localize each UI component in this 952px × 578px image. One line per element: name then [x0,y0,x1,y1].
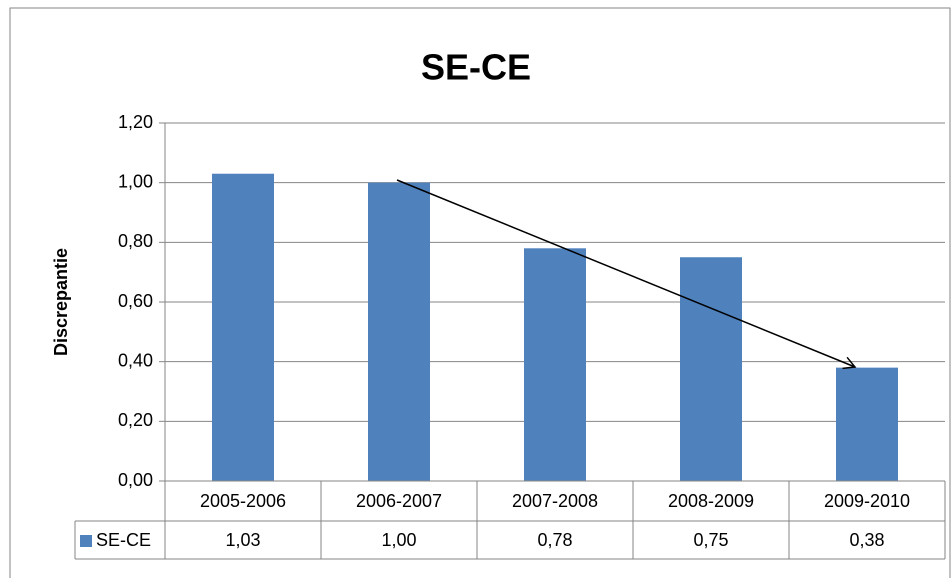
data-table-value: 0,75 [693,530,728,550]
legend-label: SE-CE [96,530,151,550]
y-axis-label: Discrepantie [51,248,71,356]
y-tick-label: 0,20 [118,410,153,430]
trend-arrow [396,179,857,370]
plot: 0,00 0,20 0,40 0,60 0,80 1,00 1,20 2005-2006 200… [74,112,946,560]
chart-border [9,7,951,578]
y-tick-label: 1,00 [118,171,153,191]
data-table-value: 1,03 [225,530,260,550]
y-tick-label: 0,40 [118,350,153,370]
bar [836,367,898,481]
bar [524,248,586,481]
chart-title: SE-CE [421,47,531,88]
y-tick-label: 1,20 [118,112,153,132]
x-tick-label: 2007-2008 [512,491,598,511]
y-tick-label: 0,00 [118,470,153,490]
data-table-value: 0,78 [537,530,572,550]
y-tick-label: 0,80 [118,231,153,251]
data-table-value: 1,00 [381,530,416,550]
data-table-value: 0,38 [849,530,884,550]
bar [368,182,430,481]
x-tick-label: 2006-2007 [356,491,442,511]
legend-swatch [80,535,92,547]
x-tick-label: 2005-2006 [200,491,286,511]
x-tick-label: 2009-2010 [824,491,910,511]
y-tick-label: 0,60 [118,291,153,311]
bar [212,173,274,481]
bar [680,257,742,481]
x-tick-label: 2008-2009 [668,491,754,511]
